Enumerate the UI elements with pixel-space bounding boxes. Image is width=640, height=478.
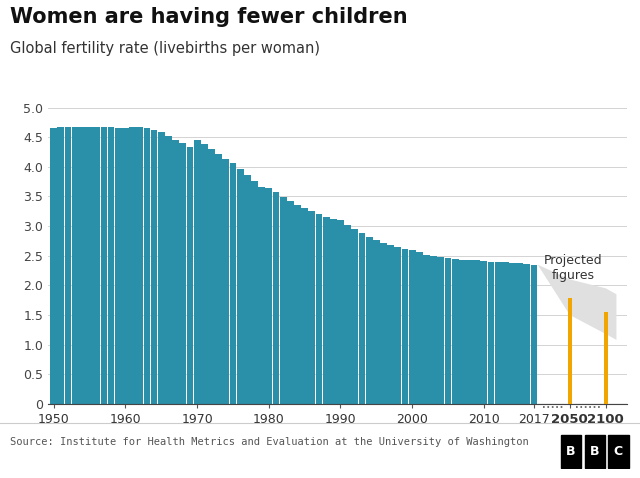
Bar: [466, 261, 473, 404]
Bar: [401, 249, 408, 404]
Bar: [222, 159, 229, 404]
Bar: [172, 140, 179, 404]
Bar: [72, 127, 79, 404]
Bar: [473, 261, 480, 404]
Bar: [287, 201, 294, 404]
Bar: [509, 263, 516, 404]
Text: B: B: [566, 445, 576, 458]
Bar: [58, 127, 64, 404]
Bar: [129, 127, 136, 404]
Bar: [416, 252, 423, 404]
Bar: [568, 298, 572, 404]
Bar: [79, 127, 86, 404]
Text: Women are having fewer children: Women are having fewer children: [10, 7, 407, 27]
Bar: [93, 127, 100, 404]
Bar: [100, 127, 108, 404]
FancyBboxPatch shape: [608, 435, 628, 467]
Bar: [358, 233, 365, 404]
Bar: [273, 192, 279, 404]
Text: Projected
figures: Projected figures: [544, 254, 603, 282]
Bar: [301, 208, 308, 404]
Bar: [330, 219, 337, 404]
FancyBboxPatch shape: [584, 435, 605, 467]
Bar: [481, 261, 487, 404]
Bar: [351, 229, 358, 404]
Bar: [394, 248, 401, 404]
Bar: [337, 220, 344, 404]
Bar: [437, 257, 444, 404]
Bar: [445, 258, 451, 404]
Bar: [531, 265, 538, 404]
Bar: [179, 143, 186, 404]
Bar: [452, 259, 459, 404]
Bar: [294, 205, 301, 404]
Bar: [430, 256, 437, 404]
Text: B: B: [590, 445, 600, 458]
Bar: [344, 225, 351, 404]
Bar: [251, 181, 258, 404]
Bar: [280, 197, 287, 404]
Bar: [237, 169, 243, 404]
Bar: [387, 245, 394, 404]
Bar: [524, 264, 531, 404]
Bar: [409, 250, 415, 404]
Bar: [186, 147, 193, 404]
Bar: [244, 175, 251, 404]
Bar: [165, 136, 172, 404]
Text: Source: Institute for Health Metrics and Evaluation at the University of Washing: Source: Institute for Health Metrics and…: [10, 437, 529, 447]
Text: C: C: [614, 445, 623, 458]
FancyBboxPatch shape: [561, 435, 581, 467]
Bar: [373, 240, 380, 404]
Bar: [158, 132, 164, 404]
Bar: [108, 127, 115, 404]
Bar: [122, 128, 129, 404]
Bar: [115, 128, 122, 404]
Text: Global fertility rate (livebirths per woman): Global fertility rate (livebirths per wo…: [10, 41, 319, 55]
Bar: [323, 217, 330, 404]
Bar: [86, 127, 93, 404]
Bar: [201, 144, 207, 404]
Bar: [459, 260, 466, 404]
Bar: [136, 127, 143, 404]
Bar: [150, 130, 157, 404]
Bar: [215, 154, 222, 404]
Bar: [258, 187, 265, 404]
Bar: [495, 261, 502, 404]
Bar: [308, 211, 315, 404]
Bar: [208, 149, 215, 404]
Bar: [143, 128, 150, 404]
Bar: [423, 255, 430, 404]
Bar: [316, 214, 323, 404]
Bar: [51, 128, 57, 404]
Bar: [365, 237, 372, 404]
Bar: [488, 261, 495, 404]
Bar: [502, 262, 509, 404]
Bar: [516, 263, 523, 404]
Bar: [194, 140, 200, 404]
Bar: [380, 243, 387, 404]
Bar: [266, 187, 272, 404]
Bar: [65, 127, 72, 404]
Bar: [604, 312, 607, 404]
Polygon shape: [538, 265, 616, 340]
Bar: [230, 163, 236, 404]
